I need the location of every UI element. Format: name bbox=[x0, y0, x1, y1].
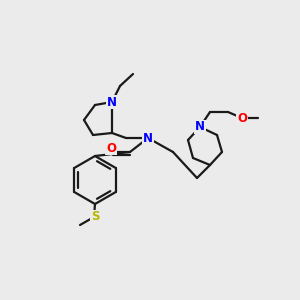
Text: N: N bbox=[143, 131, 153, 145]
Text: N: N bbox=[107, 95, 117, 109]
Text: N: N bbox=[195, 121, 205, 134]
Text: O: O bbox=[237, 112, 247, 124]
Text: S: S bbox=[91, 211, 99, 224]
Text: O: O bbox=[106, 142, 116, 154]
